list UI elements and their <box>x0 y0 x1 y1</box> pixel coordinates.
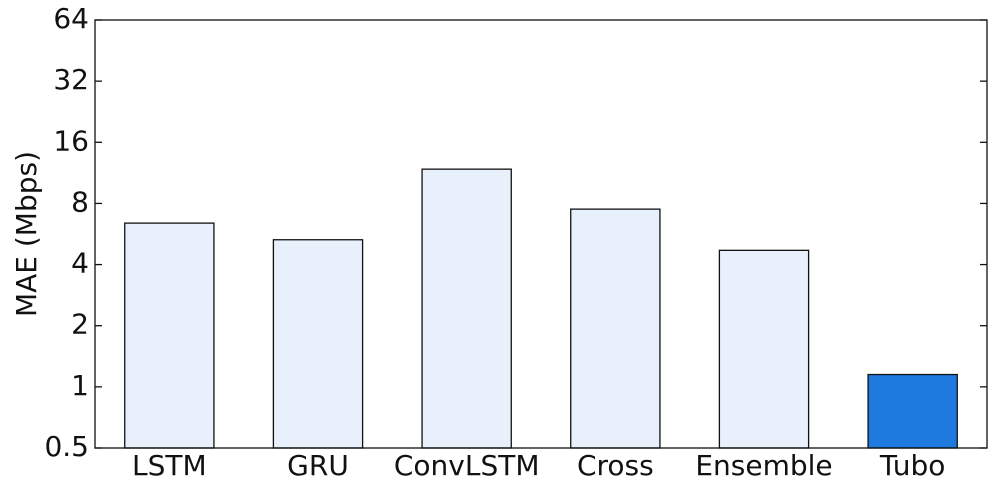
x-tick-label: LSTM <box>132 449 207 482</box>
x-tick-label: ConvLSTM <box>394 449 540 482</box>
y-tick-label: 2 <box>71 308 89 341</box>
y-tick-label: 8 <box>71 185 89 218</box>
x-tick-label: Cross <box>577 449 654 482</box>
x-tick-label: Ensemble <box>695 449 832 482</box>
y-tick-label: 32 <box>53 63 89 96</box>
y-tick-label: 1 <box>71 369 89 402</box>
x-tick-label: Tubo <box>879 449 946 482</box>
bar <box>718 249 810 449</box>
y-tick-label: 4 <box>71 247 89 280</box>
y-axis-label: MAE (Mbps) <box>10 151 43 317</box>
bar <box>124 222 215 449</box>
y-tick-label: 64 <box>53 2 89 35</box>
y-tick-label: 0.5 <box>44 430 89 463</box>
bar <box>867 373 958 449</box>
bar <box>421 168 512 449</box>
bar <box>570 208 661 449</box>
x-tick-label: GRU <box>287 449 349 482</box>
bar <box>272 239 364 449</box>
y-tick-label: 16 <box>53 124 89 157</box>
plot-frame <box>94 19 988 449</box>
